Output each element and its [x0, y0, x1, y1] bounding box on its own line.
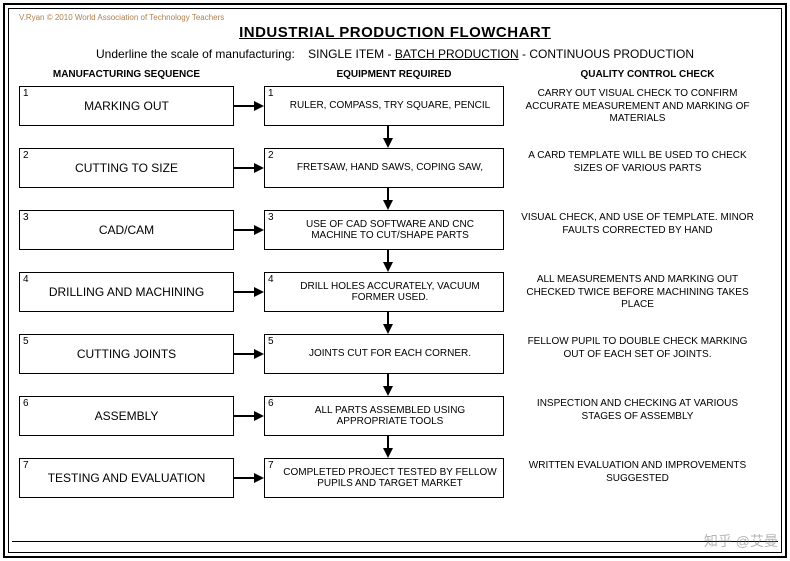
equipment-label: JOINTS CUT FOR EACH CORNER.: [283, 348, 497, 360]
header-qc: QUALITY CONTROL CHECK: [524, 69, 771, 80]
equipment-box: 2 FRETSAW, HAND SAWS, COPING SAW,: [264, 148, 504, 188]
equipment-number: 4: [268, 274, 274, 286]
scale-option-single: SINGLE ITEM: [308, 47, 384, 61]
equipment-box: 7 COMPLETED PROJECT TESTED BY FELLOW PUPI…: [264, 458, 504, 498]
arrow-down-icon: [381, 126, 395, 148]
inner-frame: V.Ryan © 2010 World Association of Techn…: [8, 8, 782, 553]
column-headers: MANUFACTURING SEQUENCE EQUIPMENT REQUIRE…: [19, 69, 771, 80]
bottom-rule: [12, 541, 778, 542]
sequence-number: 6: [23, 398, 29, 409]
equipment-number: 6: [268, 398, 274, 410]
sequence-box: 3 CAD/CAM: [19, 210, 234, 250]
arrow-down-icon: [381, 374, 395, 396]
flowchart-row: 6 ASSEMBLY 6 ALL PARTS ASSEMBLED USING APPR…: [19, 396, 771, 458]
sequence-label: CUTTING TO SIZE: [75, 161, 178, 175]
sequence-number: 7: [23, 460, 29, 471]
qc-text: INSPECTION AND CHECKING AT VARIOUS STAGE…: [504, 396, 771, 423]
qc-text: VISUAL CHECK, AND USE OF TEMPLATE. MINOR…: [504, 210, 771, 237]
equipment-box: 6 ALL PARTS ASSEMBLED USING APPROPRIATE T…: [264, 396, 504, 436]
copyright-text: V.Ryan © 2010 World Association of Techn…: [19, 13, 771, 22]
equipment-label: RULER, COMPASS, TRY SQUARE, PENCIL: [283, 100, 497, 112]
sequence-label: MARKING OUT: [84, 99, 169, 113]
sequence-number: 1: [23, 88, 29, 99]
sequence-box: 2 CUTTING TO SIZE: [19, 148, 234, 188]
sequence-label: TESTING AND EVALUATION: [48, 471, 206, 485]
sequence-number: 5: [23, 336, 29, 347]
sequence-number: 2: [23, 150, 29, 161]
header-equipment: EQUIPMENT REQUIRED: [264, 69, 524, 80]
equipment-label: COMPLETED PROJECT TESTED BY FELLOW PUPIL…: [283, 467, 497, 490]
equipment-label: USE OF CAD SOFTWARE AND CNC MACHINE TO C…: [283, 219, 497, 242]
arrow-right-icon: [234, 458, 264, 498]
sequence-box: 6 ASSEMBLY: [19, 396, 234, 436]
sequence-label: DRILLING AND MACHINING: [49, 285, 204, 299]
outer-frame: V.Ryan © 2010 World Association of Techn…: [3, 3, 787, 558]
flowchart-row: 5 CUTTING JOINTS 5 JOINTS CUT FOR EACH CORN…: [19, 334, 771, 396]
scale-prompt: Underline the scale of manufacturing:: [96, 47, 295, 61]
flowchart-row: 3 CAD/CAM 3 USE OF CAD SOFTWARE AND CNC MAC…: [19, 210, 771, 272]
sequence-label: CAD/CAM: [99, 223, 154, 237]
flowchart-rows: 1 MARKING OUT 1 RULER, COMPASS, TRY SQUARE,…: [19, 86, 771, 520]
sequence-number: 3: [23, 212, 29, 223]
arrow-right-icon: [234, 396, 264, 436]
equipment-number: 7: [268, 460, 274, 472]
arrow-right-icon: [234, 210, 264, 250]
equipment-number: 3: [268, 212, 274, 224]
equipment-label: FRETSAW, HAND SAWS, COPING SAW,: [283, 162, 497, 174]
flowchart-row: 7 TESTING AND EVALUATION 7 COMPLETED PROJEC…: [19, 458, 771, 520]
scale-option-continuous: CONTINUOUS PRODUCTION: [529, 47, 694, 61]
qc-text: FELLOW PUPIL TO DOUBLE CHECK MARKING OUT…: [504, 334, 771, 361]
arrow-right-icon: [234, 272, 264, 312]
scale-row: Underline the scale of manufacturing: SI…: [19, 47, 771, 61]
sequence-label: ASSEMBLY: [95, 409, 159, 423]
arrow-right-icon: [234, 334, 264, 374]
sequence-box: 1 MARKING OUT: [19, 86, 234, 126]
flowchart-row: 1 MARKING OUT 1 RULER, COMPASS, TRY SQUARE,…: [19, 86, 771, 148]
sequence-box: 7 TESTING AND EVALUATION: [19, 458, 234, 498]
qc-text: CARRY OUT VISUAL CHECK TO CONFIRM ACCURA…: [504, 86, 771, 126]
sequence-label: CUTTING JOINTS: [77, 347, 176, 361]
equipment-box: 5 JOINTS CUT FOR EACH CORNER.: [264, 334, 504, 374]
qc-text: A CARD TEMPLATE WILL BE USED TO CHECK SI…: [504, 148, 771, 175]
arrow-down-icon: [381, 312, 395, 334]
arrow-down-icon: [381, 436, 395, 458]
sequence-box: 5 CUTTING JOINTS: [19, 334, 234, 374]
arrow-right-icon: [234, 86, 264, 126]
equipment-label: ALL PARTS ASSEMBLED USING APPROPRIATE TO…: [283, 405, 497, 428]
sequence-box: 4 DRILLING AND MACHINING: [19, 272, 234, 312]
arrow-down-icon: [381, 188, 395, 210]
page-title: INDUSTRIAL PRODUCTION FLOWCHART: [19, 24, 771, 41]
header-sequence: MANUFACTURING SEQUENCE: [19, 69, 234, 80]
equipment-box: 4 DRILL HOLES ACCURATELY, VACUUM FORMER U…: [264, 272, 504, 312]
qc-text: ALL MEASUREMENTS AND MARKING OUT CHECKED…: [504, 272, 771, 312]
qc-text: WRITTEN EVALUATION AND IMPROVEMENTS SUGG…: [504, 458, 771, 485]
flowchart-row: 4 DRILLING AND MACHINING 4 DRILL HOLES ACCU…: [19, 272, 771, 334]
equipment-box: 1 RULER, COMPASS, TRY SQUARE, PENCIL: [264, 86, 504, 126]
arrow-right-icon: [234, 148, 264, 188]
flowchart-row: 2 CUTTING TO SIZE 2 FRETSAW, HAND SAWS, COP…: [19, 148, 771, 210]
arrow-down-icon: [381, 250, 395, 272]
equipment-box: 3 USE OF CAD SOFTWARE AND CNC MACHINE TO …: [264, 210, 504, 250]
equipment-number: 1: [268, 88, 274, 100]
scale-option-batch: BATCH PRODUCTION: [395, 47, 519, 61]
equipment-number: 5: [268, 336, 274, 348]
equipment-label: DRILL HOLES ACCURATELY, VACUUM FORMER US…: [283, 281, 497, 304]
scale-sep-1: -: [388, 47, 395, 61]
equipment-number: 2: [268, 150, 274, 162]
sequence-number: 4: [23, 274, 29, 285]
